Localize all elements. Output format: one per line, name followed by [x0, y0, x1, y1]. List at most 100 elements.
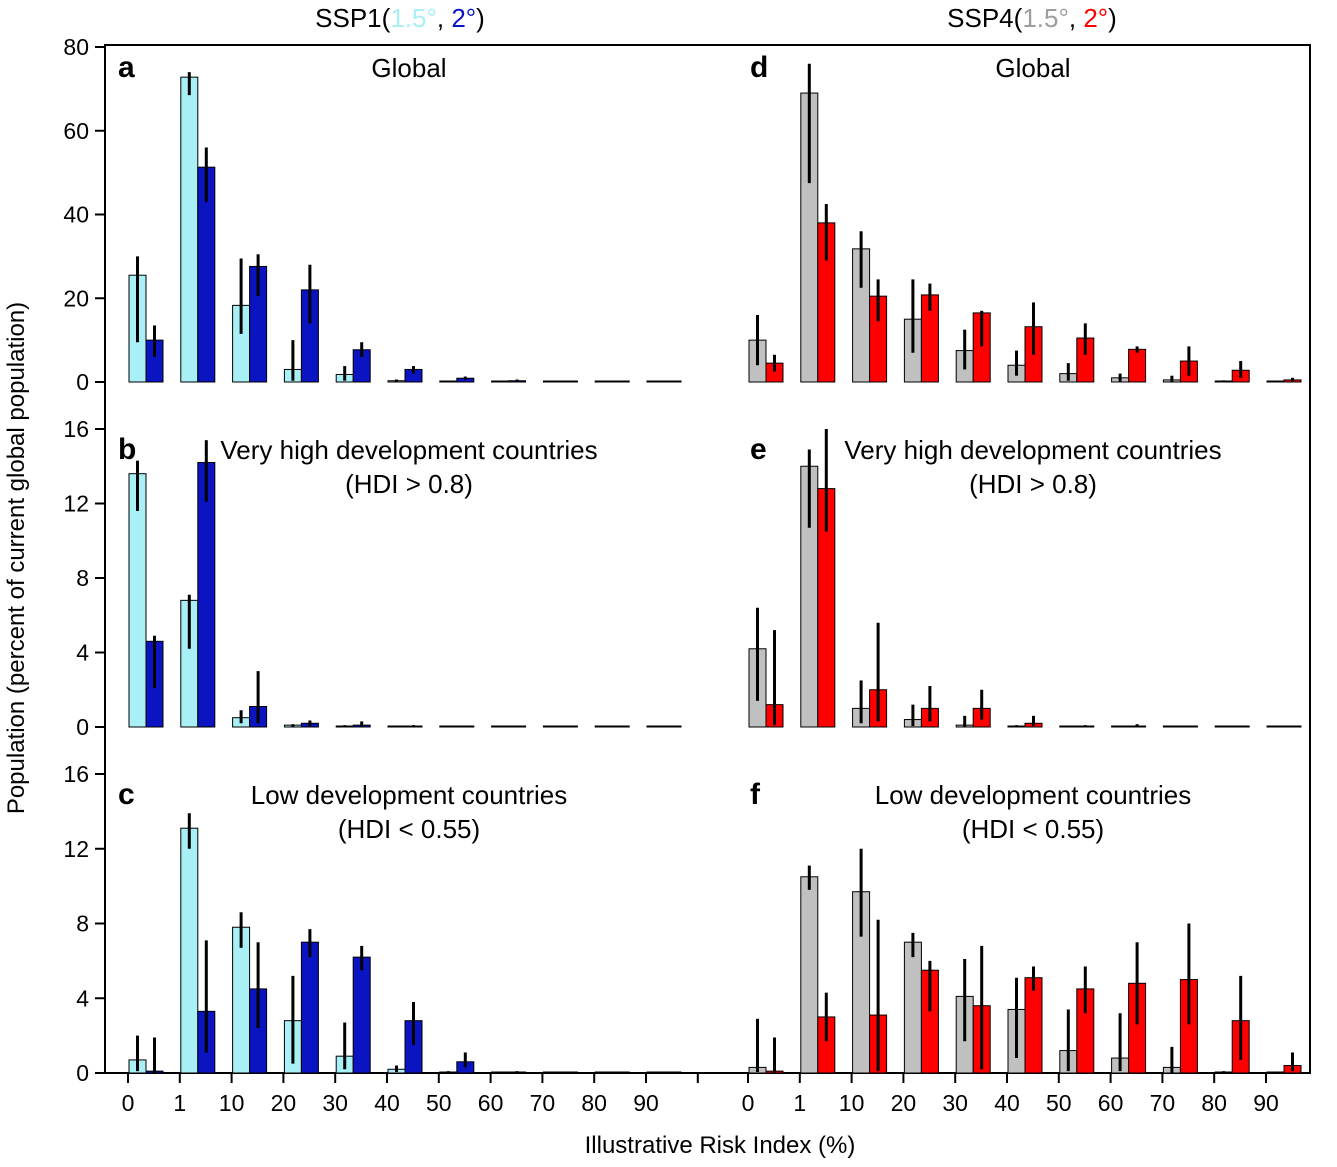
panel-subtitle-c: (HDI < 0.55): [338, 814, 480, 844]
header-ssp4-sep: ,: [1069, 3, 1083, 33]
y-tick-label-r2-2: 8: [76, 911, 89, 937]
bar-d-s1-7: [1128, 348, 1147, 383]
bar-f-s0-3: [903, 941, 922, 1074]
bar-b-s0-6: [439, 725, 458, 728]
y-tick-label-r1-4: 16: [63, 416, 89, 442]
bar-e-s0-7: [1111, 725, 1130, 728]
header-ssp1-15: 1.5°: [390, 3, 437, 33]
header-ssp4-15: 1.5°: [1022, 3, 1069, 33]
bar-c-s0-2: [232, 926, 251, 1074]
y-tick-label-r0-3: 60: [63, 118, 89, 144]
bar-f-s0-1: [800, 876, 819, 1074]
header-ssp4-suffix: ): [1108, 3, 1117, 33]
panel-title-e: Very high development countries: [844, 435, 1221, 465]
bar-c-s0-10: [646, 1071, 665, 1074]
x-tick-label-c0-8: 70: [530, 1090, 556, 1116]
y-tick-label-r2-4: 16: [63, 761, 89, 787]
y-tick-label-r1-3: 12: [63, 491, 89, 517]
panel-title-c: Low development countries: [251, 780, 568, 810]
panel-letter-a: a: [118, 51, 135, 84]
x-tick-label-c0-5: 40: [374, 1090, 400, 1116]
header-ssp4: SSP4(1.5°, 2°): [947, 3, 1117, 33]
panel-subtitle-f: (HDI < 0.55): [962, 814, 1104, 844]
bar-b-s0-7: [491, 725, 510, 728]
y-tick-label-r2-0: 0: [76, 1060, 89, 1086]
x-tick-label-c1-0: 0: [742, 1090, 755, 1116]
bar-b-s1-1: [197, 462, 216, 728]
x-tick-label-c1-7: 60: [1098, 1090, 1124, 1116]
bar-c-s1-4: [352, 956, 371, 1074]
bar-a-s1-10: [663, 380, 682, 383]
header-ssp1-2: 2°: [451, 3, 476, 33]
bar-a-s0-1: [180, 76, 199, 383]
bar-e-s1-10: [1283, 725, 1302, 728]
y-tick-label-r0-2: 40: [63, 202, 89, 228]
bar-b-s1-10: [663, 725, 682, 728]
bar-e-s1-9: [1231, 725, 1250, 728]
y-axis-label: Population (percent of current global po…: [3, 302, 30, 814]
bar-b-s1-8: [559, 725, 578, 728]
panel-letter-c: c: [118, 778, 135, 811]
x-tick-label-c0-3: 20: [271, 1090, 297, 1116]
panel-subtitle-e: (HDI > 0.8): [969, 469, 1097, 499]
plot-frame: [104, 44, 1311, 1074]
bar-a-s0-8: [542, 380, 561, 383]
panel-letter-f: f: [750, 778, 761, 811]
x-tick-label-c1-8: 70: [1150, 1090, 1176, 1116]
x-axis-label: Illustrative Risk Index (%): [585, 1132, 856, 1159]
panel-letter-e: e: [750, 433, 767, 466]
x-tick-label-c1-4: 30: [942, 1090, 968, 1116]
x-tick-label-c0-9: 80: [581, 1090, 607, 1116]
bar-d-s0-10: [1266, 380, 1285, 383]
header-ssp1-suffix: ): [476, 3, 485, 33]
x-tick-label-c1-3: 20: [891, 1090, 917, 1116]
bar-c-s1-3: [300, 941, 319, 1074]
x-tick-label-c1-6: 50: [1046, 1090, 1072, 1116]
bar-c-s1-10: [663, 1071, 682, 1074]
bar-e-s1-8: [1179, 725, 1198, 728]
y-tick-label-r1-0: 0: [76, 714, 89, 740]
y-tick-label-r2-1: 4: [76, 985, 89, 1011]
panel-subtitle-b: (HDI > 0.8): [345, 469, 473, 499]
bar-b-s0-8: [542, 725, 561, 728]
header-ssp4-2: 2°: [1083, 3, 1108, 33]
x-tick-label-c0-0: 0: [122, 1090, 135, 1116]
y-tick-label-r1-2: 8: [76, 565, 89, 591]
header-ssp1: SSP1(1.5°, 2°): [315, 3, 485, 33]
bar-b-s0-9: [594, 725, 613, 728]
bar-b-s0-0: [128, 473, 147, 728]
bar-c-s1-9: [611, 1071, 630, 1074]
y-tick-label-r1-1: 4: [76, 640, 89, 666]
x-tick-label-c0-1: 1: [173, 1090, 186, 1116]
y-tick-label-r0-1: 20: [63, 285, 89, 311]
bar-e-s0-6: [1059, 725, 1078, 728]
y-tick-label-r0-0: 0: [76, 369, 89, 395]
x-tick-label-c0-6: 50: [426, 1090, 452, 1116]
x-tick-label-c1-1: 1: [793, 1090, 806, 1116]
bar-c-s0-8: [542, 1071, 561, 1074]
panel-title-f: Low development countries: [875, 780, 1192, 810]
bar-c-s0-9: [594, 1071, 613, 1074]
panel-letter-b: b: [118, 433, 136, 466]
bar-b-s1-9: [611, 725, 630, 728]
panel-title-d: Global: [995, 53, 1070, 83]
bar-c-s0-1: [180, 827, 199, 1074]
x-tick-label-c0-10: 90: [633, 1090, 659, 1116]
header-ssp1-sep: ,: [437, 3, 451, 33]
panel-title-b: Very high development countries: [220, 435, 597, 465]
panel-title-a: Global: [371, 53, 446, 83]
bar-e-s0-8: [1162, 725, 1181, 728]
y-tick-label-r0-4: 80: [63, 34, 89, 60]
x-tick-label-c0-2: 10: [219, 1090, 245, 1116]
x-tick-label-c1-9: 80: [1201, 1090, 1227, 1116]
x-tick-label-c0-4: 30: [322, 1090, 348, 1116]
bar-e-s0-10: [1266, 725, 1285, 728]
x-tick-label-c1-2: 10: [839, 1090, 865, 1116]
y-tick-label-r2-3: 12: [63, 836, 89, 862]
bar-b-s0-10: [646, 725, 665, 728]
bar-a-s0-9: [594, 380, 613, 383]
bar-e-s0-9: [1214, 725, 1233, 728]
x-tick-label-c1-5: 40: [994, 1090, 1020, 1116]
